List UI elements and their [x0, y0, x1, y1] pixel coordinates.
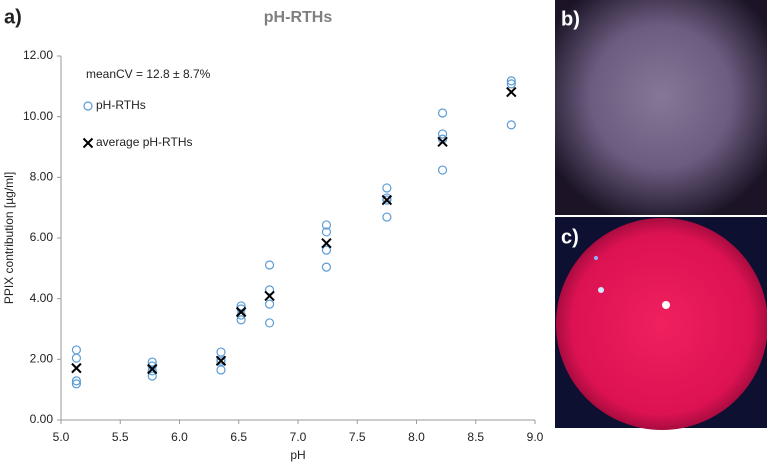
legend-label: average pH-RTHs — [96, 135, 192, 149]
photo-c-spot — [594, 256, 598, 260]
data-point — [147, 357, 157, 367]
data-point — [264, 260, 275, 270]
data-point — [216, 347, 226, 357]
data-point — [321, 245, 332, 255]
data-point — [236, 301, 246, 311]
data-point — [382, 212, 392, 222]
x-tick-label: 8.5 — [467, 430, 484, 444]
data-point — [71, 379, 82, 389]
x-tick-label: 5.5 — [112, 430, 129, 444]
data-point — [506, 79, 516, 89]
data-point — [437, 165, 448, 175]
chart-title: pH-RTHs — [264, 9, 333, 26]
panel-label: c) — [561, 226, 579, 248]
average-point — [235, 306, 247, 318]
panel-label: b) — [561, 8, 580, 30]
data-point — [264, 299, 275, 309]
photo-c-spot — [598, 287, 604, 293]
average-point — [147, 363, 158, 375]
data-point — [264, 318, 275, 328]
data-point — [147, 366, 157, 376]
data-point — [437, 129, 448, 139]
y-tick-label: 8.00 — [30, 170, 54, 184]
data-point — [264, 285, 275, 295]
legend-marker — [83, 101, 93, 111]
x-tick-label: 5.0 — [53, 430, 70, 444]
x-tick-label: 7.0 — [290, 430, 307, 444]
x-tick-label: 7.5 — [349, 430, 366, 444]
data-point — [382, 195, 392, 205]
data-point — [321, 262, 332, 272]
data-point — [236, 315, 246, 325]
average-point — [321, 237, 332, 249]
x-tick-label: 9.0 — [527, 430, 544, 444]
x-axis-label: pH — [290, 448, 305, 462]
y-tick-label: 0.00 — [30, 412, 54, 426]
data-point — [506, 76, 516, 86]
photo-b — [555, 0, 767, 215]
data-point — [216, 365, 226, 375]
data-point — [437, 108, 448, 118]
average-point — [381, 194, 393, 206]
legend-label: pH-RTHs — [96, 98, 146, 112]
panel-label: a) — [4, 6, 22, 28]
y-tick-label: 4.00 — [30, 291, 54, 305]
data-point — [382, 183, 392, 193]
data-point — [147, 371, 157, 381]
data-point — [71, 353, 82, 363]
y-tick-label: 10.00 — [23, 109, 53, 123]
average-point — [264, 290, 275, 302]
y-tick-label: 2.00 — [30, 352, 54, 366]
data-point — [321, 220, 332, 230]
legend-marker — [82, 137, 94, 149]
data-point — [71, 376, 82, 386]
average-point — [215, 355, 227, 367]
average-point — [437, 136, 448, 148]
y-axis-label: PPIX contribution [µg/ml] — [2, 172, 16, 304]
x-tick-label: 6.5 — [230, 430, 247, 444]
annotation: meanCV = 12.8 ± 8.7% — [86, 67, 211, 81]
y-tick-label: 12.00 — [23, 48, 53, 62]
data-point — [506, 120, 516, 130]
x-tick-label: 8.0 — [408, 430, 425, 444]
data-point — [321, 227, 332, 237]
y-tick-label: 6.00 — [30, 230, 54, 244]
x-tick-label: 6.0 — [171, 430, 188, 444]
photo-c-glow — [556, 218, 767, 430]
data-point — [71, 345, 82, 355]
average-point — [71, 362, 82, 374]
photo-c-spot — [662, 301, 670, 309]
average-point — [506, 86, 517, 98]
